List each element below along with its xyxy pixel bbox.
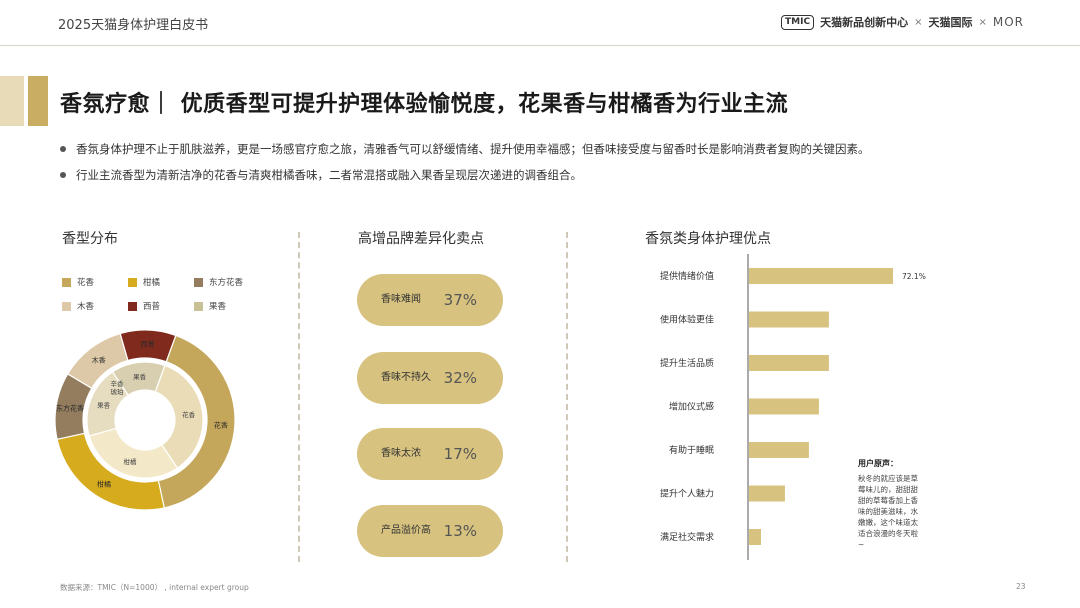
inner-ring-label: 果香 <box>97 400 111 409</box>
legend-swatch <box>128 301 137 311</box>
mor-logo: MOR <box>992 15 1024 29</box>
inner-ring-extra-label: 琥珀 <box>111 387 124 396</box>
intro-bullets: 香氛身体护理不止于肌肤滋养，更是一场感官疗愈之旅，清雅香气可以舒缓情绪、提升使用… <box>60 140 1040 192</box>
tmic-logo: TMIC <box>781 14 815 30</box>
legend-swatch <box>194 277 203 287</box>
selling-point-value: 17% <box>443 445 477 463</box>
legend-item: 花香 <box>62 276 128 288</box>
column-divider <box>298 232 300 562</box>
inner-ring-slice <box>154 364 204 469</box>
times-separator: × <box>978 16 987 28</box>
bar <box>749 485 785 502</box>
outer-ring-label: 东方花香 <box>56 403 84 412</box>
selling-point-label: 香味不持久 <box>381 372 431 383</box>
title-accent-light <box>0 76 24 126</box>
user-quote-title: 用户原声： <box>858 459 898 468</box>
legend-item: 果香 <box>194 300 260 312</box>
outer-ring-slice <box>119 329 177 363</box>
legend-label: 花香 <box>77 278 95 288</box>
selling-point-value: 13% <box>443 522 477 540</box>
user-quote: 用户原声： 秋冬的就应该是草莓味儿的，甜甜甜甜的草莓香加上香味的甜美滋味，水嫩嫩… <box>858 458 924 550</box>
brand-logos: TMIC 天猫新品创新中心 × 天猫国际 × MOR <box>781 14 1024 30</box>
bar-category-label: 有助于睡眠 <box>669 444 714 456</box>
selling-point-label: 香味难闻 <box>381 294 421 305</box>
outer-ring-label: 西普 <box>141 340 155 349</box>
legend-item: 木香 <box>62 300 128 312</box>
selling-point-value: 32% <box>443 369 477 387</box>
inner-ring-slice <box>88 427 179 479</box>
user-quote-text: 秋冬的就应该是草莓味儿的，甜甜甜甜的草莓香加上香味的甜美滋味，水嫩嫩，这个味道太… <box>858 474 918 549</box>
legend-swatch <box>194 301 203 311</box>
benefits-bar-chart: 提供情绪价值 72.1% 使用体验更佳提升生活品质增加仪式感有助于睡眠提升个人魅力满… <box>660 254 926 560</box>
legend-item: 柑橘 <box>128 276 194 288</box>
bar <box>749 311 829 328</box>
bar <box>749 529 761 545</box>
page-header: 2025天猫身体护理白皮书 TMIC 天猫新品创新中心 × 天猫国际 × MOR <box>0 0 1080 46</box>
inner-ring-extra-label: 辛香 <box>111 379 125 388</box>
selling-point-pill: 香味不持久 32% <box>357 352 503 404</box>
selling-point-label: 香味太浓 <box>381 448 421 459</box>
bar <box>749 398 819 415</box>
selling-point-pill: 香味难闻 37% <box>357 274 503 326</box>
legend-label: 柑橘 <box>143 278 161 288</box>
legend-swatch <box>62 277 71 287</box>
bar <box>749 442 809 458</box>
inner-ring-label: 柑橘 <box>123 457 137 466</box>
bar-category-label: 提升个人魅力 <box>660 488 714 500</box>
report-name: 2025天猫身体护理白皮书 <box>58 18 209 33</box>
bullet-item: 香氛身体护理不止于肌肤滋养，更是一场感官疗愈之旅，清雅香气可以舒缓情绪、提升使用… <box>60 140 1040 158</box>
outer-ring-slice <box>157 334 236 509</box>
selling-point-pill: 产品溢价高 13% <box>357 505 503 557</box>
legend-label: 木香 <box>77 302 95 312</box>
bar-category-label: 增加仪式感 <box>669 401 714 413</box>
bar-category-label: 提升生活品质 <box>660 357 714 369</box>
legend-swatch <box>128 277 137 287</box>
inner-ring-slice <box>111 361 166 396</box>
legend-label: 西普 <box>143 302 161 312</box>
data-source: 数据来源：TMIC（N=1000） , internal expert grou… <box>60 583 249 592</box>
selling-point-pill: 香味太浓 17% <box>357 428 503 480</box>
bar-category-label: 使用体验更佳 <box>660 314 714 326</box>
page-title: 香氛疗愈｜ 优质香型可提升护理体验愉悦度，花果香与柑橘香为行业主流 <box>60 92 789 117</box>
outer-ring-label: 柑橘 <box>97 480 111 489</box>
times-separator: × <box>914 16 923 28</box>
selling-point-value: 37% <box>443 291 477 309</box>
legend-item: 东方花香 <box>194 276 260 288</box>
legend-item: 西普 <box>128 300 194 312</box>
legend-label: 果香 <box>209 302 227 312</box>
page-number: 23 <box>1016 582 1026 591</box>
inner-ring-label: 花香 <box>182 410 196 419</box>
bar-category-label: 提供情绪价值 <box>660 270 714 282</box>
tmall-intl-brand-name: 天猫国际 <box>928 16 973 29</box>
bar-category-label: 满足社交需求 <box>660 531 714 543</box>
selling-point-label: 产品溢价高 <box>381 525 431 536</box>
outer-ring-label: 木香 <box>92 355 106 364</box>
bar-data-label: 72.1% <box>902 272 926 281</box>
column-divider <box>566 232 568 562</box>
title-accent <box>28 76 48 126</box>
legend-label: 东方花香 <box>209 278 244 288</box>
section-title-scent: 香型分布 <box>62 231 118 247</box>
section-title-benefits: 香氛类身体护理优点 <box>645 231 771 247</box>
outer-ring-label: 花香 <box>214 421 228 430</box>
bar <box>749 268 893 284</box>
scent-legend: 花香 柑橘 东方花香木香 西普 果香 <box>62 276 262 312</box>
legend-swatch <box>62 301 71 311</box>
bar <box>749 355 829 371</box>
tmic-brand-name: 天猫新品创新中心 <box>820 16 909 29</box>
section-title-selling: 高增品牌差异化卖点 <box>358 231 484 247</box>
inner-ring-label: 果香 <box>133 372 147 381</box>
bullet-item: 行业主流香型为清新洁净的花香与清爽柑橘香味，二者常混搭或融入果香呈现层次递进的调… <box>60 166 1040 184</box>
